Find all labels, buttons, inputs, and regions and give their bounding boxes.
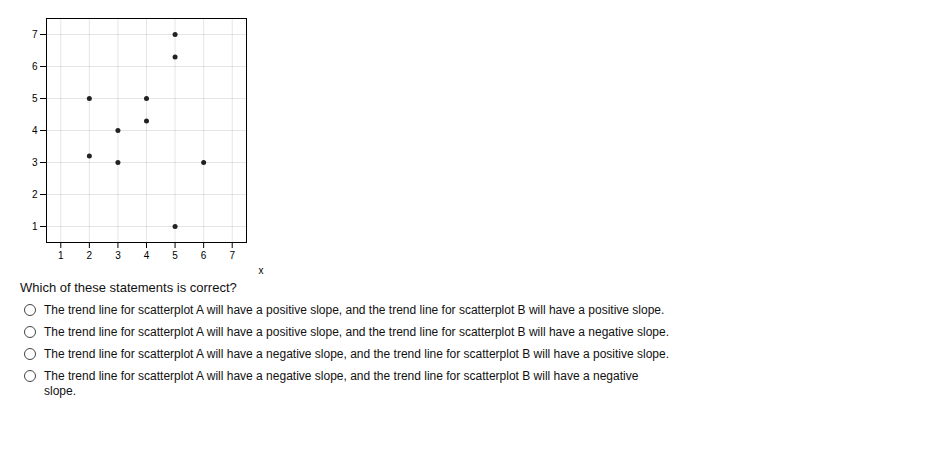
svg-text:6: 6	[32, 61, 38, 72]
svg-text:4: 4	[32, 125, 38, 136]
svg-text:1: 1	[58, 250, 64, 261]
svg-text:3: 3	[32, 157, 38, 168]
svg-text:1: 1	[32, 221, 38, 232]
svg-text:7: 7	[32, 29, 38, 40]
html-text:The trend line for scatterplot: The trend line for scatterplot A will ha…	[44, 369, 639, 398]
html-text:The trend line for scatterplot: The trend line for scatterplot A will ha…	[44, 325, 669, 339]
svg-text:6: 6	[201, 250, 207, 261]
svg-text:2: 2	[32, 189, 38, 200]
svg-text:7: 7	[229, 250, 235, 261]
html-text:Which of these statements is c: Which of these statements is correct?	[20, 280, 237, 295]
html-text:The trend line for scatterplot: The trend line for scatterplot A will ha…	[44, 303, 665, 317]
html-text:The trend line for scatterplot: The trend line for scatterplot A will ha…	[44, 347, 669, 361]
svg-text:x: x	[259, 265, 264, 276]
svg-text:5: 5	[172, 250, 178, 261]
svg-text:2: 2	[87, 250, 93, 261]
svg-text:3: 3	[115, 250, 121, 261]
svg-text:5: 5	[32, 93, 38, 104]
svg-text:4: 4	[144, 250, 150, 261]
